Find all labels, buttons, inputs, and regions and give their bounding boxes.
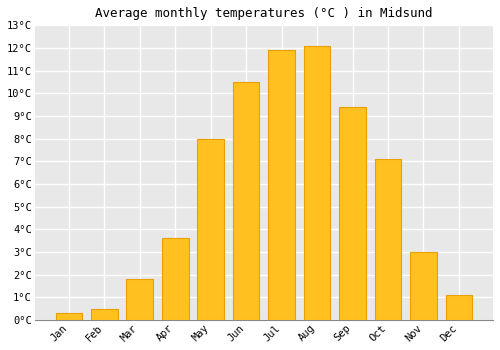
Bar	[162, 238, 188, 320]
Bar	[126, 279, 153, 320]
Bar	[233, 82, 260, 320]
Bar	[268, 50, 295, 320]
Bar	[339, 107, 366, 320]
Bar	[446, 295, 472, 320]
Title: Average monthly temperatures (°C ) in Midsund: Average monthly temperatures (°C ) in Mi…	[95, 7, 432, 20]
Bar	[56, 313, 82, 320]
Bar	[374, 159, 402, 320]
Bar	[304, 46, 330, 320]
Bar	[91, 309, 118, 320]
Bar	[410, 252, 437, 320]
Bar	[198, 139, 224, 320]
